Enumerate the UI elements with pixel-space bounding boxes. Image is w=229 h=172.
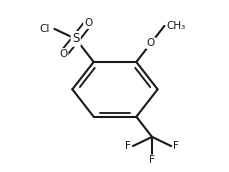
Text: S: S [72, 32, 79, 45]
Text: F: F [173, 141, 178, 151]
Text: O: O [59, 49, 67, 59]
Text: O: O [146, 38, 154, 48]
Text: Cl: Cl [39, 24, 50, 34]
Text: F: F [148, 155, 154, 165]
Text: O: O [84, 18, 92, 28]
Text: CH₃: CH₃ [166, 21, 185, 31]
Text: F: F [124, 141, 130, 151]
